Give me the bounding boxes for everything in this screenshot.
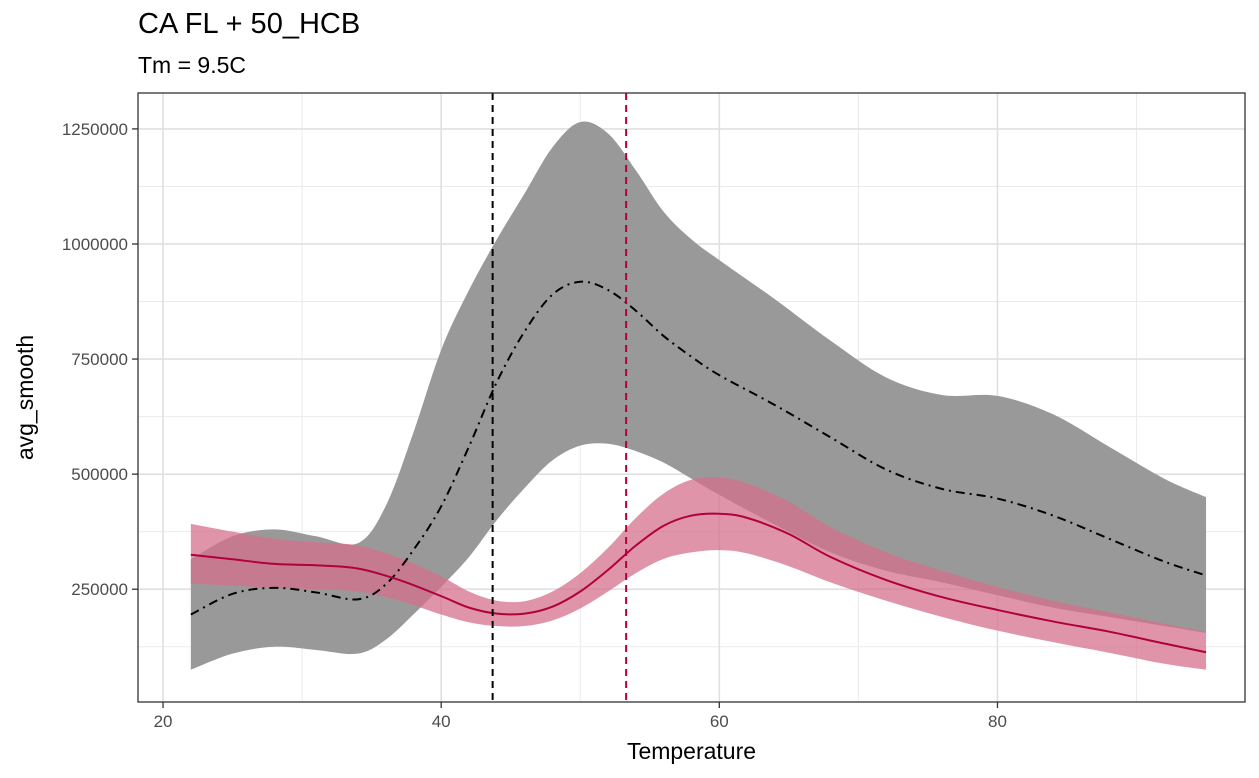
confidence-ribbon-2 bbox=[190, 477, 1207, 670]
chart-title: CA FL + 50_HCB bbox=[138, 8, 361, 40]
panel-border bbox=[137, 92, 1246, 703]
y-tick-label: 250000 bbox=[71, 580, 128, 599]
vline-layer bbox=[491, 93, 628, 702]
line-layer bbox=[190, 280, 1207, 654]
series-line-1 bbox=[190, 280, 1207, 616]
series-line-2 bbox=[190, 512, 1207, 654]
x-tick-label: 80 bbox=[988, 712, 1007, 731]
y-tick-label: 500000 bbox=[71, 465, 128, 484]
confidence-ribbon-1 bbox=[190, 121, 1207, 670]
ribbon-layer bbox=[190, 121, 1207, 670]
y-axis-label: avg_smooth bbox=[12, 335, 38, 460]
y-tick-label: 1250000 bbox=[62, 120, 128, 139]
x-axis-label: Temperature bbox=[627, 738, 756, 764]
chart-subtitle: Tm = 9.5C bbox=[138, 52, 247, 78]
x-tick-label: 20 bbox=[154, 712, 173, 731]
y-tick-label: 750000 bbox=[71, 350, 128, 369]
x-tick-label: 40 bbox=[432, 712, 451, 731]
y-tick-label: 1000000 bbox=[62, 235, 128, 254]
axes-layer: 20 40 60 80 250000 500000 750000 1000000 1250000 bbox=[62, 120, 1007, 731]
x-tick-label: 60 bbox=[710, 712, 729, 731]
